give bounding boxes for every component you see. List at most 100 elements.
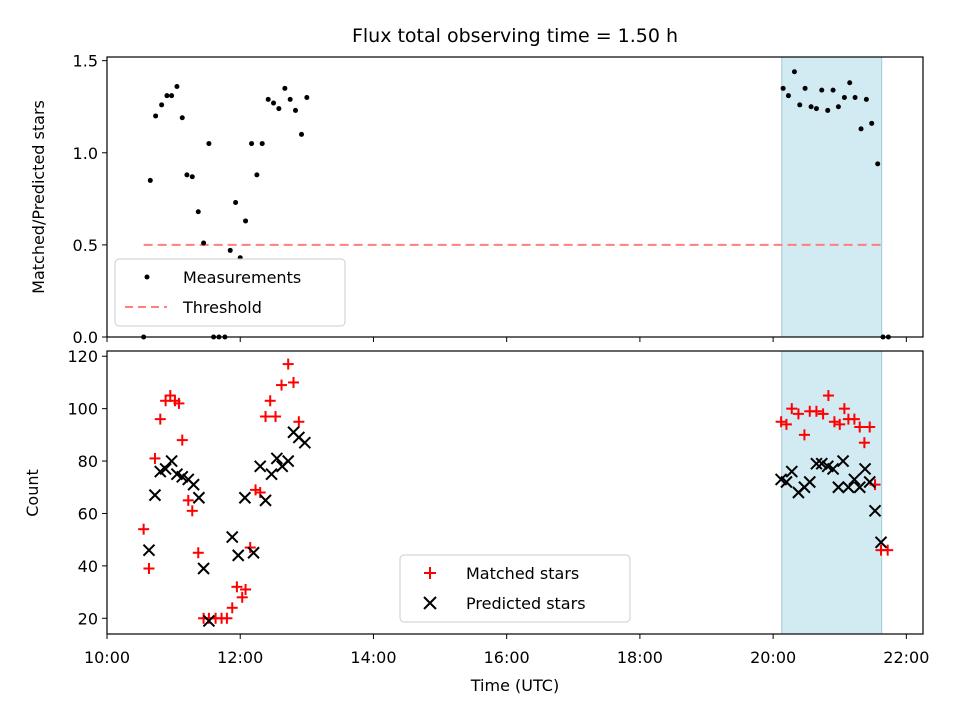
bottom-x-ticks: 10:00 12:00 14:00 16:00 18:00 20:00 22:00 [84, 634, 929, 667]
measurement-point [164, 93, 170, 99]
measurement-point [819, 87, 825, 93]
y-tick-label: 80 [78, 452, 98, 471]
y-tick-label: 0.0 [73, 328, 98, 347]
predicted-star-point [238, 491, 252, 504]
predicted-star-point [148, 488, 162, 502]
top-y-ticks: 0.0 0.5 1.0 1.5 [73, 52, 107, 347]
predicted-stars-points [142, 426, 888, 628]
predicted-star-point [842, 481, 855, 494]
predicted-x-b [803, 475, 816, 489]
matched-star-point [182, 494, 194, 506]
matched-star-point [240, 583, 252, 595]
measurement-point [825, 107, 831, 113]
predicted-x-b [281, 454, 295, 468]
measurement-point [206, 141, 212, 147]
predicted-x-b [197, 562, 210, 575]
measurement-point [875, 161, 881, 167]
predicted-x-b [863, 475, 876, 489]
measurement-point [276, 106, 282, 112]
top-legend: Measurements Threshold [114, 258, 346, 327]
predicted-x-b [826, 462, 840, 476]
matched-star-point [834, 418, 846, 430]
y-tick-label: 1.0 [73, 144, 98, 163]
predicted-star-point [142, 543, 156, 557]
predicted-star-point [247, 546, 260, 559]
matched-star-point [810, 405, 822, 417]
matched-star-point [822, 390, 834, 402]
predicted-x-b [842, 481, 855, 494]
matched-star-point [138, 523, 150, 535]
top-panel-frame [106, 56, 924, 338]
matched-star-point [221, 612, 233, 624]
predicted-x-b [187, 478, 200, 491]
predicted-x-b [148, 488, 162, 502]
predicted-x-b [259, 494, 272, 507]
matched-star-point [186, 505, 198, 517]
legend-matched-marker [424, 567, 436, 579]
predicted-x-b [254, 460, 267, 473]
top-y-axis-label: Matched/Predicted stars [29, 100, 48, 294]
count-panel: 20 40 60 80 100 120 10:00 12:00 14:00 16:00 18:00… [23, 347, 929, 695]
predicted-star-point [192, 491, 206, 504]
matched-star-point [293, 416, 305, 428]
matched-star-point [798, 429, 810, 441]
predicted-star-point [785, 465, 798, 478]
measurement-point [830, 87, 836, 93]
predicted-x-b [165, 454, 178, 468]
matched-star-point [838, 403, 850, 415]
predicted-star-point [270, 452, 284, 465]
predicted-star-point [858, 462, 872, 476]
measurement-points [141, 69, 891, 340]
bottom-legend-box [399, 554, 631, 623]
predicted-star-point [254, 460, 267, 473]
predicted-x-b [774, 473, 788, 486]
predicted-star-point [298, 436, 312, 449]
measurement-point [869, 120, 875, 126]
predicted-star-point [868, 504, 882, 518]
y-tick-label: 1.5 [73, 52, 98, 71]
predicted-star-point [232, 549, 245, 562]
top-legend-box [114, 258, 346, 327]
bottom-legend: Matched stars Predicted stars [399, 554, 631, 623]
matched-star-point [858, 437, 870, 449]
legend-threshold-label: Threshold [182, 298, 262, 317]
measurement-point [195, 209, 201, 215]
measurement-point [189, 174, 195, 180]
predicted-x-b [238, 491, 252, 504]
matched-star-point [264, 395, 276, 407]
predicted-x-b [780, 475, 793, 489]
measurement-point [179, 115, 185, 121]
measurement-point [852, 95, 858, 101]
predicted-x-b [226, 530, 239, 544]
predicted-x-b [202, 614, 216, 628]
predicted-star-point [832, 481, 845, 494]
predicted-x-b [292, 431, 306, 444]
y-tick-label: 60 [78, 504, 98, 523]
predicted-star-point [187, 478, 200, 491]
matched-stars-points [138, 358, 894, 624]
measurement-point [227, 247, 233, 253]
x-tick-label: 10:00 [84, 648, 130, 667]
y-tick-label: 0.5 [73, 236, 98, 255]
x-tick-label: 12:00 [217, 648, 263, 667]
bottom-y-ticks: 20 40 60 80 100 120 [67, 347, 107, 628]
measurement-point [184, 172, 190, 178]
measurement-point [802, 85, 808, 91]
matched-star-point [828, 416, 840, 428]
predicted-x-b [874, 536, 888, 549]
matched-star-point [864, 421, 876, 433]
predicted-x-b [159, 462, 172, 476]
predicted-x-b [270, 452, 284, 465]
x-tick-label: 14:00 [350, 648, 396, 667]
matched-star-point [854, 421, 866, 433]
measurement-point [304, 95, 310, 101]
matched-star-point [173, 397, 185, 409]
measurement-point [265, 96, 271, 102]
predicted-star-point [848, 473, 861, 486]
predicted-star-point [226, 530, 239, 544]
measurement-point [201, 240, 207, 246]
predicted-x-b [142, 543, 156, 557]
measurement-point [169, 93, 175, 99]
bottom-panel-frame [106, 350, 924, 635]
